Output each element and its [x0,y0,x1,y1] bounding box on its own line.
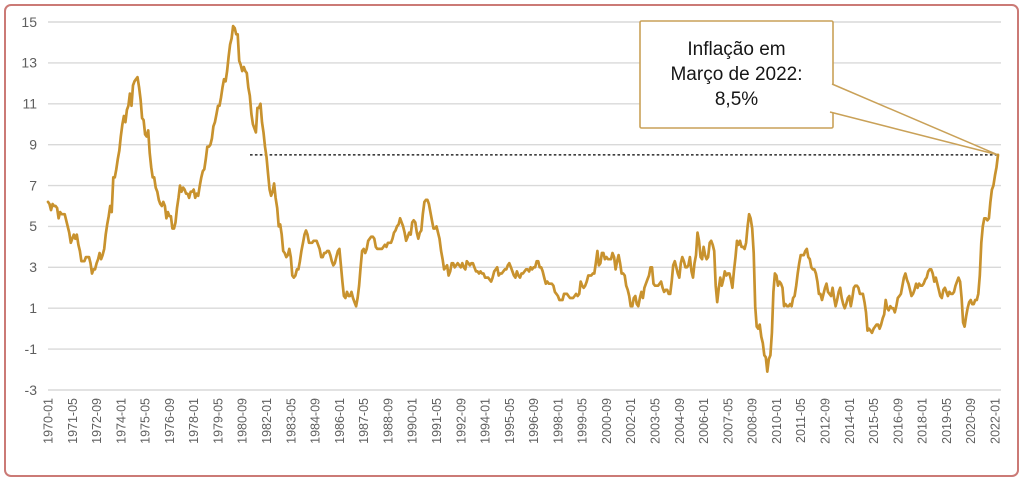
x-axis-tick-label: 2000-09 [600,398,614,444]
y-axis-tick-label: 7 [29,177,37,193]
x-axis-tick-label: 1999-05 [576,398,590,444]
x-axis-tick-label: 2022-01 [989,398,1003,444]
y-axis-tick-label: 13 [21,55,37,71]
callout: Inflação em Março de 2022: 8,5% [640,21,833,128]
callout-line-1: Inflação em [687,39,786,60]
x-axis-tick-label: 2014-01 [843,398,857,444]
x-axis-tick-label: 2016-09 [891,398,905,444]
x-axis-tick-label: 2010-01 [770,398,784,444]
x-axis-tick-label: 2007-05 [721,398,735,444]
y-axis-tick-label: -1 [25,341,38,357]
callout-line-3: 8,5% [714,89,759,110]
x-axis-tick-label: 1988-09 [381,398,395,444]
x-axis-tick-label: 1978-01 [187,398,201,444]
y-axis-tick-label: -3 [25,382,38,398]
x-axis-tick-label: 1995-05 [503,398,517,444]
x-axis-tick-label: 2004-09 [673,398,687,444]
x-axis-tick-label: 2006-01 [697,398,711,444]
callout-box [639,20,834,129]
x-axis-tick-label: 1992-09 [454,398,468,444]
x-axis-tick-label: 2011-05 [794,398,808,443]
x-axis-tick-label: 2002-01 [624,398,638,444]
x-axis-tick-label: 1974-01 [114,398,128,444]
y-axis-tick-label: 11 [22,96,37,112]
x-axis-tick-label: 1990-01 [406,398,420,444]
x-axis-tick-label: 1971-05 [66,398,80,444]
x-axis-tick-label: 2012-09 [819,398,833,444]
x-axis-tick-label: 1994-01 [479,398,493,444]
y-axis-tick-label: 5 [29,218,37,234]
x-axis-tick-label: 1998-01 [551,398,565,444]
y-axis-tick-label: 1 [29,300,37,316]
y-axis-tick-label: 9 [29,137,37,153]
x-axis-tick-label: 2015-05 [867,398,881,444]
x-axis-tick-label: 1983-05 [284,398,298,444]
x-axis-tick-label: 2020-09 [964,398,978,444]
x-axis-tick-label: 2018-01 [916,398,930,444]
x-axis-tick-label: 1996-09 [527,398,541,444]
inflation-line [46,24,1000,373]
x-axis-tick-label: 1976-09 [163,398,177,444]
x-axis-tick-label: 1979-05 [212,398,226,444]
x-axis-tick-label: 1970-01 [42,398,56,444]
x-axis-tick-label: 2003-05 [649,398,663,444]
x-axis-tick-label: 1982-01 [260,398,274,444]
x-axis-tick-label: 2019-05 [940,398,954,444]
x-axis-tick-label: 1984-09 [309,398,323,444]
callout-line-2: Março de 2022: [670,64,803,85]
x-axis-tick-label: 1980-09 [236,398,250,444]
y-axis-tick-label: 3 [29,259,37,275]
y-axis-tick-label: 15 [21,14,37,30]
x-axis-tick-label: 1986-01 [333,398,347,444]
x-axis-tick-label: 1975-05 [139,398,153,444]
x-axis-tick-label: 2008-09 [746,398,760,444]
x-axis-tick-label: 1991-05 [430,398,444,444]
x-axis-tick-label: 1972-09 [90,398,104,444]
x-axis-tick-label: 1987-05 [357,398,371,444]
